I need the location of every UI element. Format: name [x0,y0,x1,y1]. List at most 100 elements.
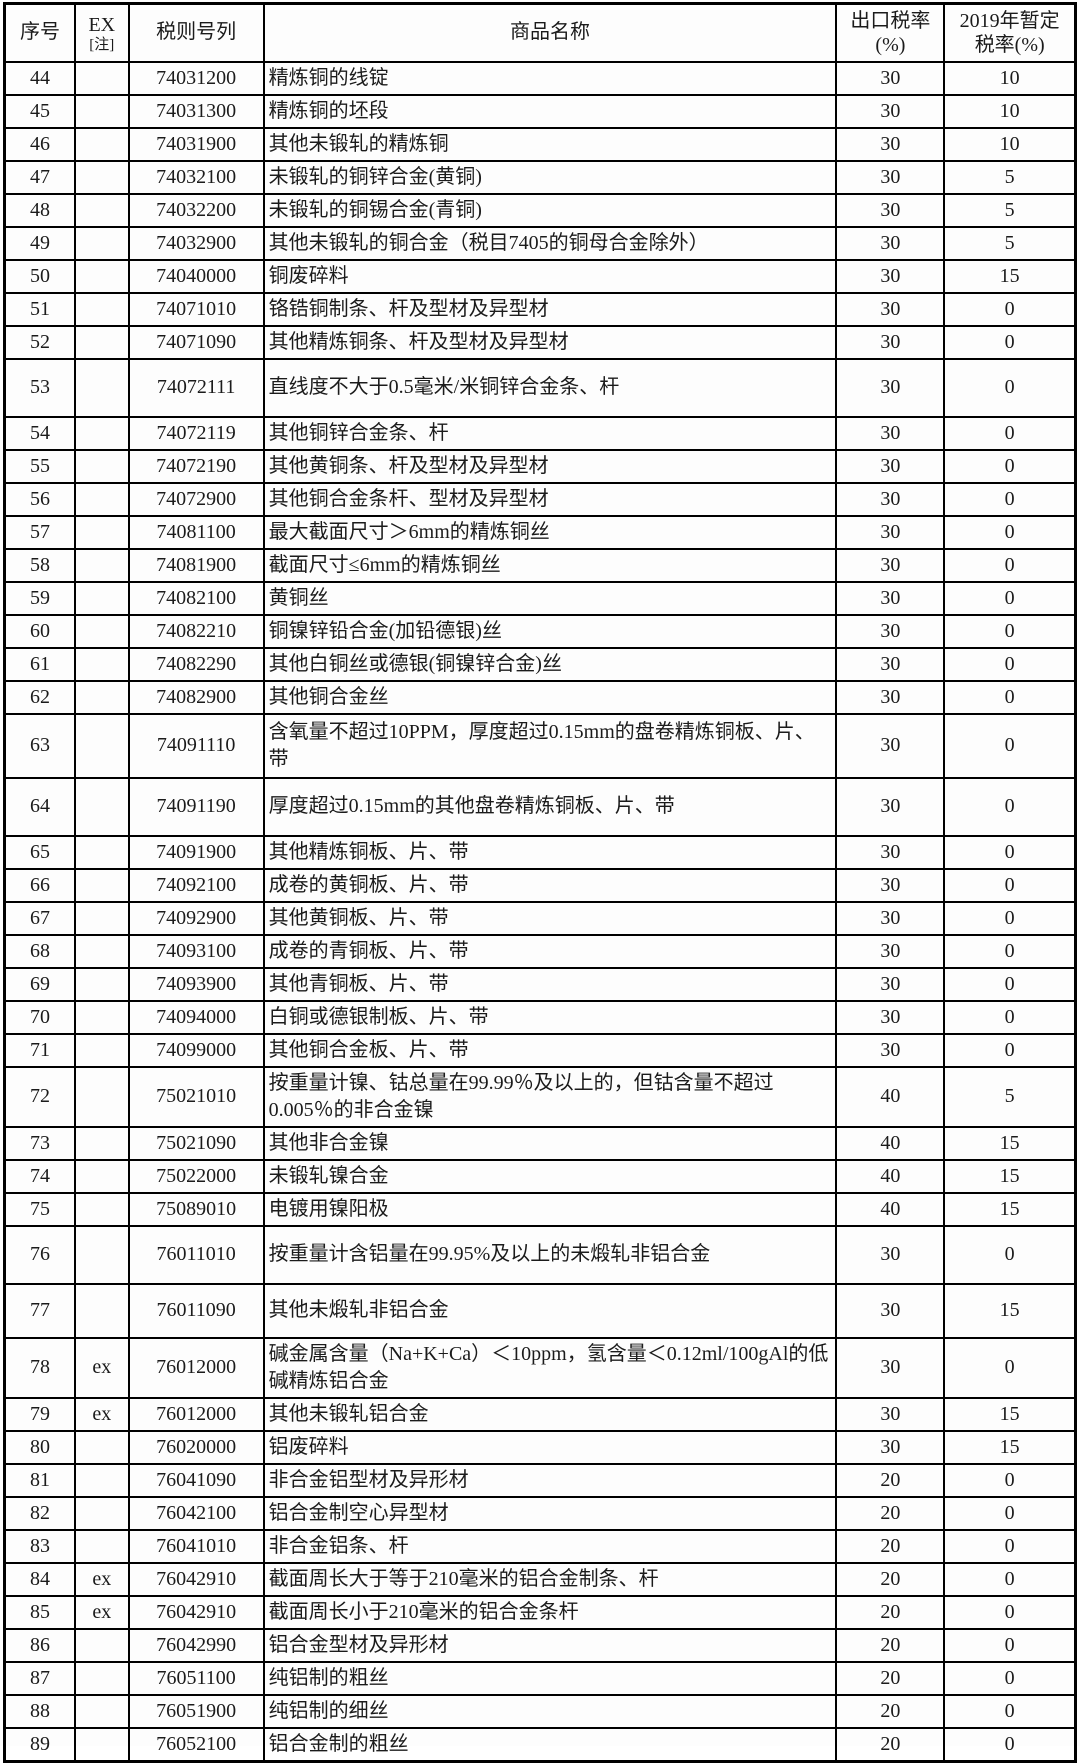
serial-cell: 66 [3,867,77,903]
rate-2019-cell: 0 [943,1336,1077,1399]
ex-flag-cell [74,933,130,969]
ex-flag-cell [74,514,130,550]
table-row: 55 74072190 其他黄铜条、杆及型材及异型材 30 0 [3,448,1077,484]
ex-flag-cell: ex [74,1336,130,1399]
hs-code-cell: 76042990 [127,1627,265,1663]
ex-flag-cell [74,192,130,228]
product-name-cell: 按重量计镍、钴总量在99.99％及以上的，但钴含量不超过0.005％的非合金镍 [262,1065,838,1128]
rate-2019-cell: 5 [943,225,1077,261]
product-name-cell: 铜镍锌铅合金(加铅德银)丝 [262,613,838,649]
export-rate-cell: 20 [835,1462,946,1498]
hs-code-cell: 76051900 [127,1693,265,1729]
ex-flag-cell [74,258,130,294]
ex-flag-cell [74,999,130,1035]
col-header-2019-rate: 2019年暂定 税率(%) [943,2,1077,63]
hs-code-cell: 74093900 [127,966,265,1002]
export-rate-cell: 20 [835,1594,946,1630]
export-rate-cell: 30 [835,291,946,327]
export-rate-cell: 30 [835,776,946,837]
table-row: 47 74032100 未锻轧的铜锌合金(黄铜) 30 5 [3,159,1077,195]
hs-code-cell: 74093100 [127,933,265,969]
serial-cell: 70 [3,999,77,1035]
table-row: 74 75022000 未锻轧镍合金 40 15 [3,1158,1077,1194]
export-rate-cell: 30 [835,60,946,96]
table-row: 57 74081100 最大截面尺寸＞6mm的精炼铜丝 30 0 [3,514,1077,550]
serial-cell: 72 [3,1065,77,1128]
rate-2019-cell: 10 [943,60,1077,96]
table-row: 71 74099000 其他铜合金板、片、带 30 0 [3,1032,1077,1068]
table-row: 64 74091190 厚度超过0.15mm的其他盘卷精炼铜板、片、带 30 0 [3,776,1077,837]
ex-flag-cell [74,1125,130,1161]
hs-code-cell: 74082290 [127,646,265,682]
export-rate-cell: 30 [835,999,946,1035]
ex-flag-cell [74,1032,130,1068]
table-row: 59 74082100 黄铜丝 30 0 [3,580,1077,616]
table-row: 87 76051100 纯铝制的粗丝 20 0 [3,1660,1077,1696]
ex-flag-cell [74,1627,130,1663]
ex-flag-cell [74,324,130,360]
hs-code-cell: 74031900 [127,126,265,162]
ex-flag-cell [74,93,130,129]
hs-code-cell: 76042100 [127,1495,265,1531]
serial-cell: 58 [3,547,77,583]
serial-cell: 84 [3,1561,77,1597]
table-row: 72 75021010 按重量计镍、钴总量在99.99％及以上的，但钴含量不超过0.… [3,1065,1077,1128]
export-rate-cell: 40 [835,1065,946,1128]
serial-cell: 55 [3,448,77,484]
hs-code-cell: 75021090 [127,1125,265,1161]
export-rate-cell: 30 [835,159,946,195]
export-rate-cell: 30 [835,192,946,228]
rate-2019-cell: 0 [943,933,1077,969]
hs-code-cell: 74099000 [127,1032,265,1068]
serial-cell: 56 [3,481,77,517]
table-row: 83 76041010 非合金铝条、杆 20 0 [3,1528,1077,1564]
ex-flag-cell [74,867,130,903]
rate-2019-cell: 15 [943,1396,1077,1432]
hs-code-cell: 74092100 [127,867,265,903]
ex-flag-cell [74,580,130,616]
hs-code-cell: 74094000 [127,999,265,1035]
product-name-cell: 其他精炼铜条、杆及型材及异型材 [262,324,838,360]
hs-code-cell: 74032100 [127,159,265,195]
rate-2019-cell: 15 [943,1429,1077,1465]
rate-2019-cell: 0 [943,1726,1077,1762]
export-rate-cell: 30 [835,679,946,715]
rate-2019-cell: 0 [943,776,1077,837]
export-rate-cell: 20 [835,1726,946,1762]
serial-cell: 75 [3,1191,77,1227]
serial-cell: 88 [3,1693,77,1729]
rate-2019-cell: 5 [943,1065,1077,1128]
export-rate-cell: 20 [835,1660,946,1696]
hs-code-cell: 74040000 [127,258,265,294]
ex-flag-cell [74,1282,130,1339]
table-row: 45 74031300 精炼铜的坯段 30 10 [3,93,1077,129]
table-row: 61 74082290 其他白铜丝或德银(铜镍锌合金)丝 30 0 [3,646,1077,682]
rate-2019-cell: 0 [943,514,1077,550]
hs-code-cell: 74071010 [127,291,265,327]
hs-code-cell: 76042910 [127,1594,265,1630]
table-row: 50 74040000 铜废碎料 30 15 [3,258,1077,294]
hs-code-cell: 76041010 [127,1528,265,1564]
table-row: 77 76011090 其他未煅轧非铝合金 30 15 [3,1282,1077,1339]
table-row: 79 ex 76012000 其他未锻轧铝合金 30 15 [3,1396,1077,1432]
table-row: 75 75089010 电镀用镍阳极 40 15 [3,1191,1077,1227]
product-name-cell: 成卷的黄铜板、片、带 [262,867,838,903]
serial-cell: 67 [3,900,77,936]
export-rate-cell: 30 [835,415,946,451]
ex-flag-cell [74,1191,130,1227]
product-name-cell: 纯铝制的粗丝 [262,1660,838,1696]
product-name-cell: 最大截面尺寸＞6mm的精炼铜丝 [262,514,838,550]
table-row: 58 74081900 截面尺寸≤6mm的精炼铜丝 30 0 [3,547,1077,583]
serial-cell: 68 [3,933,77,969]
serial-cell: 61 [3,646,77,682]
serial-cell: 79 [3,1396,77,1432]
product-name-cell: 厚度超过0.15mm的其他盘卷精炼铜板、片、带 [262,776,838,837]
export-rate-cell: 30 [835,1032,946,1068]
serial-cell: 49 [3,225,77,261]
rate-2019-cell: 0 [943,1462,1077,1498]
table-row: 89 76052100 铝合金制的粗丝 20 0 [3,1726,1077,1762]
hs-code-cell: 74091900 [127,834,265,870]
ex-flag-cell [74,900,130,936]
serial-cell: 53 [3,357,77,418]
